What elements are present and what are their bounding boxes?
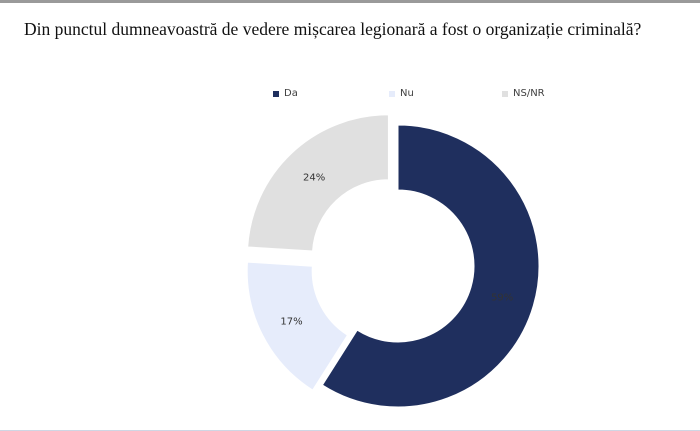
slice-label-da: 59% bbox=[491, 292, 513, 303]
legend-item-da: Da bbox=[273, 88, 298, 99]
legend: Da Nu NS/NR bbox=[0, 88, 700, 104]
slice-label-nsnr: 24% bbox=[303, 173, 325, 184]
slice-nsnr bbox=[247, 114, 389, 252]
chart-title: Din punctul dumneavoastră de vedere mișc… bbox=[24, 19, 642, 39]
slice-nu bbox=[246, 261, 349, 391]
legend-label-nsnr: NS/NR bbox=[513, 88, 545, 99]
legend-swatch-nsnr bbox=[502, 90, 508, 97]
top-rule bbox=[0, 0, 700, 3]
slice-da bbox=[321, 124, 540, 408]
legend-swatch-da bbox=[273, 90, 279, 97]
legend-item-nu: Nu bbox=[389, 88, 414, 99]
legend-item-nsnr: NS/NR bbox=[502, 88, 545, 99]
legend-swatch-nu bbox=[389, 90, 395, 97]
slice-label-nu: 17% bbox=[280, 316, 302, 327]
legend-label-da: Da bbox=[284, 88, 298, 99]
legend-label-nu: Nu bbox=[400, 88, 414, 99]
